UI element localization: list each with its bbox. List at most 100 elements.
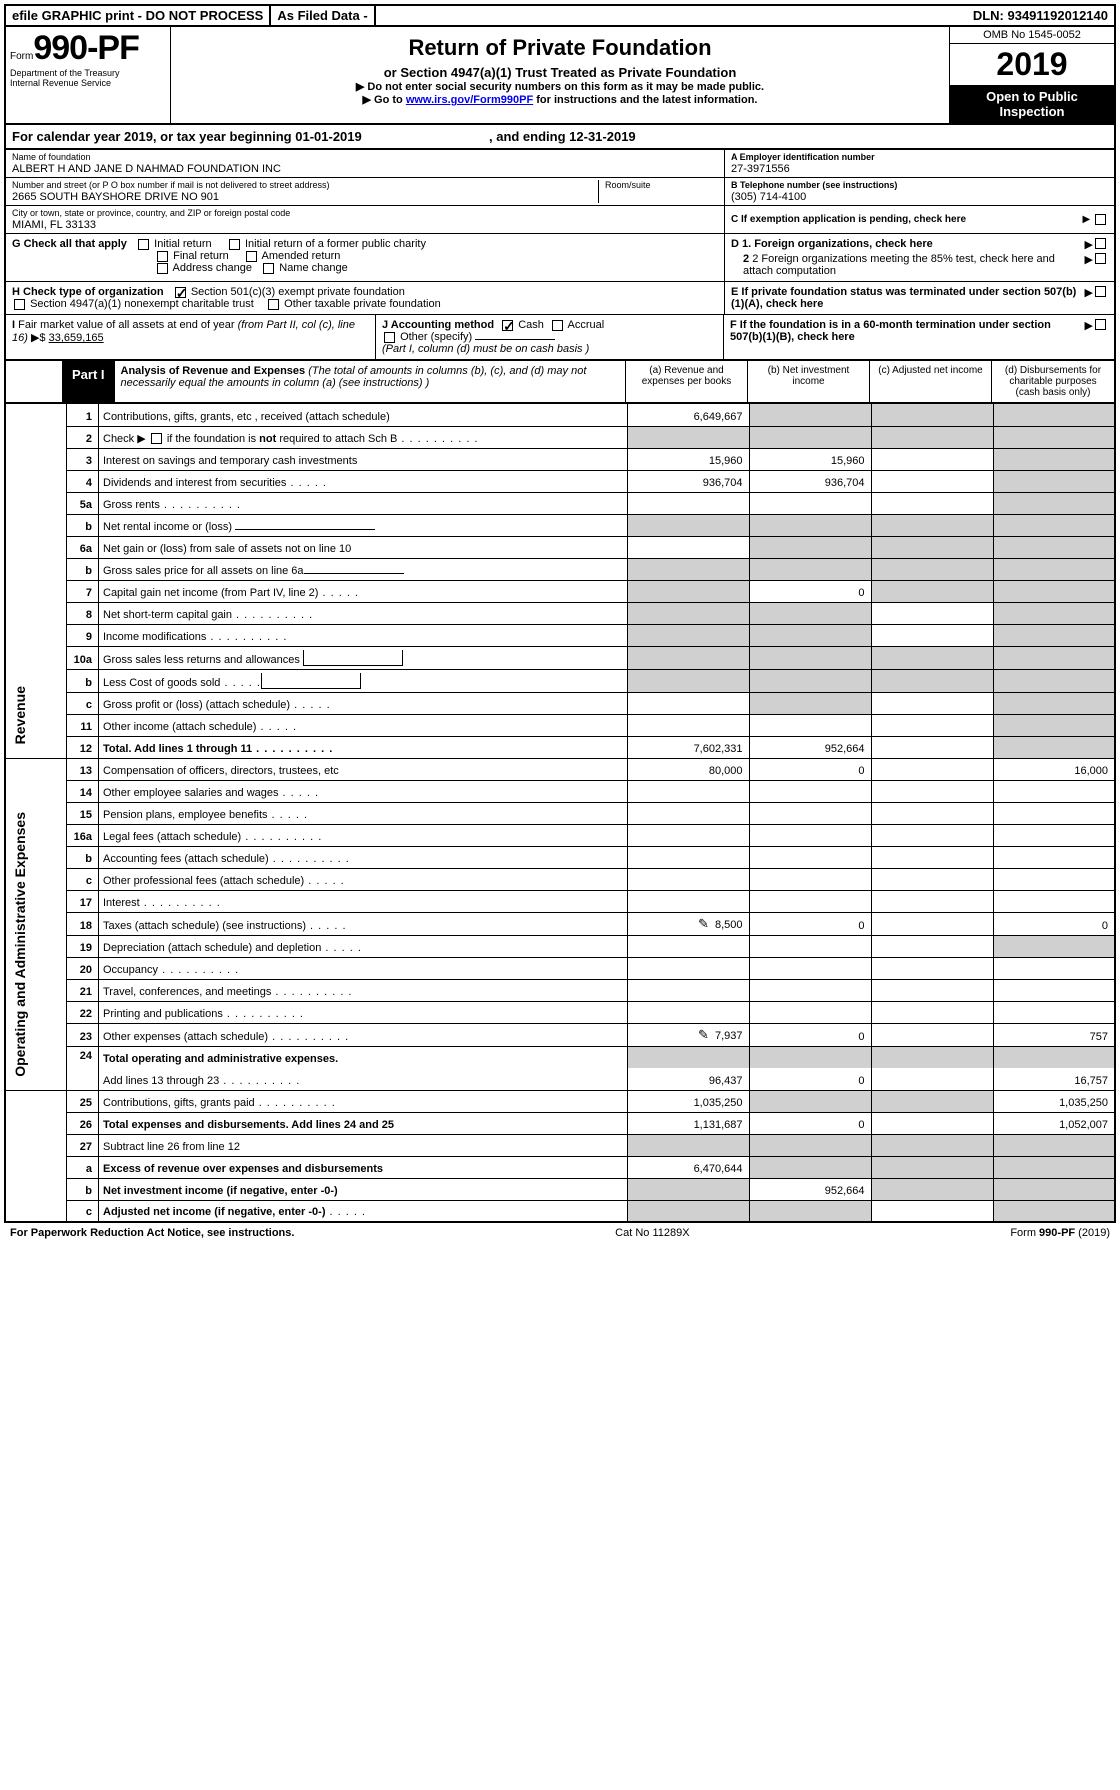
section-g-d: G Check all that apply Initial return In… — [4, 234, 1116, 282]
section-i-j-f: I Fair market value of all assets at end… — [4, 315, 1116, 361]
address-row: Number and street (or P O box number if … — [6, 178, 724, 206]
check-other-taxable[interactable] — [268, 299, 279, 310]
check-cash[interactable] — [502, 320, 513, 331]
col-c-head: (c) Adjusted net income — [870, 361, 992, 402]
open-public-badge: Open to Public Inspection — [950, 85, 1114, 123]
table-row: 14Other employee salaries and wages — [5, 780, 1115, 802]
check-accrual[interactable] — [552, 320, 563, 331]
table-row: Revenue 1Contributions, gifts, grants, e… — [5, 404, 1115, 426]
table-row: 23Other expenses (attach schedule) ✎ 7,9… — [5, 1023, 1115, 1046]
section-j: J Accounting method Cash Accrual Other (… — [376, 315, 724, 359]
table-row: 9Income modifications — [5, 624, 1115, 646]
table-row: 6aNet gain or (loss) from sale of assets… — [5, 536, 1115, 558]
section-e: E If private foundation status was termi… — [724, 282, 1114, 314]
table-row: 2Check ▶ if the foundation is not requir… — [5, 426, 1115, 448]
check-d2[interactable] — [1095, 253, 1106, 264]
check-initial-former[interactable] — [229, 239, 240, 250]
check-initial-return[interactable] — [138, 239, 149, 250]
ein-value: 27-3971556 — [731, 162, 1108, 175]
as-filed-text: As Filed Data - — [271, 6, 375, 25]
col-b-head: (b) Net investment income — [748, 361, 870, 402]
check-amended[interactable] — [246, 251, 257, 262]
table-row: 16aLegal fees (attach schedule) — [5, 824, 1115, 846]
foundation-info: Name of foundation ALBERT H AND JANE D N… — [4, 150, 1116, 234]
table-row: 8Net short-term capital gain — [5, 602, 1115, 624]
col-d-head: (d) Disbursements for charitable purpose… — [992, 361, 1114, 402]
pencil-icon[interactable]: ✎ — [698, 916, 709, 931]
table-row: 20Occupancy — [5, 957, 1115, 979]
name-row: Name of foundation ALBERT H AND JANE D N… — [6, 150, 724, 178]
table-row: 4Dividends and interest from securities … — [5, 470, 1115, 492]
form-note-2: ▶ Go to www.irs.gov/Form990PF for instru… — [175, 93, 945, 106]
header-title-block: Return of Private Foundation or Section … — [171, 27, 949, 123]
table-row: cAdjusted net income (if negative, enter… — [5, 1200, 1115, 1222]
revenue-label: Revenue — [10, 676, 30, 754]
city-row: City or town, state or province, country… — [6, 206, 724, 233]
table-row: 3Interest on savings and temporary cash … — [5, 448, 1115, 470]
table-row: 24Total operating and administrative exp… — [5, 1046, 1115, 1068]
section-d: D 1. Foreign organizations, check here▶ … — [724, 234, 1114, 281]
table-row: 19Depreciation (attach schedule) and dep… — [5, 935, 1115, 957]
form-note-1: ▶ Do not enter social security numbers o… — [175, 80, 945, 93]
table-row: Add lines 13 through 23 96,437016,757 — [5, 1068, 1115, 1090]
table-row: 11Other income (attach schedule) — [5, 714, 1115, 736]
street-address: 2665 SOUTH BAYSHORE DRIVE NO 901 — [12, 190, 598, 203]
table-row: 26Total expenses and disbursements. Add … — [5, 1112, 1115, 1134]
dln-text: DLN: 93491192012140 — [967, 6, 1114, 25]
table-row: 27Subtract line 26 from line 12 — [5, 1134, 1115, 1156]
phone-value: (305) 714-4100 — [731, 190, 1108, 203]
table-row: 15Pension plans, employee benefits — [5, 802, 1115, 824]
page-footer: For Paperwork Reduction Act Notice, see … — [4, 1223, 1116, 1243]
tax-year: 2019 — [950, 44, 1114, 85]
form-title: Return of Private Foundation — [175, 35, 945, 61]
table-row: 12Total. Add lines 1 through 11 7,602,33… — [5, 736, 1115, 758]
check-final-return[interactable] — [157, 251, 168, 262]
table-row: cGross profit or (loss) (attach schedule… — [5, 692, 1115, 714]
section-h: H Check type of organization Section 501… — [6, 282, 724, 314]
check-e[interactable] — [1095, 286, 1106, 297]
table-row: cOther professional fees (attach schedul… — [5, 868, 1115, 890]
foundation-name: ALBERT H AND JANE D NAHMAD FOUNDATION IN… — [12, 162, 718, 175]
phone-row: B Telephone number (see instructions) (3… — [725, 178, 1114, 206]
table-row: 17Interest — [5, 890, 1115, 912]
section-g: G Check all that apply Initial return In… — [6, 234, 724, 281]
table-row: bGross sales price for all assets on lin… — [5, 558, 1115, 580]
form-number: 990-PF — [33, 29, 139, 67]
form-subtitle: or Section 4947(a)(1) Trust Treated as P… — [175, 65, 945, 80]
pencil-icon[interactable]: ✎ — [698, 1027, 709, 1042]
calendar-year-row: For calendar year 2019, or tax year begi… — [4, 125, 1116, 150]
omb-number: OMB No 1545-0052 — [950, 27, 1114, 44]
irs-link[interactable]: www.irs.gov/Form990PF — [406, 94, 533, 106]
table-row: 22Printing and publications — [5, 1001, 1115, 1023]
exemption-row: C If exemption application is pending, c… — [725, 206, 1114, 227]
check-d1[interactable] — [1095, 238, 1106, 249]
form-header: Form990-PF Department of the Treasury In… — [4, 27, 1116, 125]
table-row: 7Capital gain net income (from Part IV, … — [5, 580, 1115, 602]
check-other-method[interactable] — [384, 332, 395, 343]
check-name-change[interactable] — [263, 263, 274, 274]
ein-row: A Employer identification number 27-3971… — [725, 150, 1114, 178]
part-1-label: Part I — [62, 361, 115, 402]
check-f[interactable] — [1095, 319, 1106, 330]
check-4947[interactable] — [14, 299, 25, 310]
table-row: 25Contributions, gifts, grants paid 1,03… — [5, 1090, 1115, 1112]
part-1-header: Part I Analysis of Revenue and Expenses … — [4, 361, 1116, 404]
city-state-zip: MIAMI, FL 33133 — [12, 218, 718, 231]
header-left: Form990-PF Department of the Treasury In… — [6, 27, 171, 123]
check-501c3[interactable] — [175, 287, 186, 298]
part-1-table: Revenue 1Contributions, gifts, grants, e… — [4, 404, 1116, 1223]
fmv-value: 33,659,165 — [49, 332, 104, 344]
expenses-label: Operating and Administrative Expenses — [10, 802, 30, 1087]
footer-right: Form 990-PF (2019) — [1010, 1227, 1110, 1239]
table-row: 10aGross sales less returns and allowanc… — [5, 646, 1115, 669]
table-row: aExcess of revenue over expenses and dis… — [5, 1156, 1115, 1178]
check-address-change[interactable] — [157, 263, 168, 274]
table-row: Operating and Administrative Expenses 13… — [5, 758, 1115, 780]
footer-left: For Paperwork Reduction Act Notice, see … — [10, 1227, 294, 1239]
section-h-e: H Check type of organization Section 501… — [4, 282, 1116, 315]
check-sch-b[interactable] — [151, 433, 162, 444]
table-row: 5aGross rents — [5, 492, 1115, 514]
section-i: I Fair market value of all assets at end… — [6, 315, 376, 359]
check-c[interactable] — [1095, 214, 1106, 225]
section-f: F If the foundation is in a 60-month ter… — [724, 315, 1114, 359]
